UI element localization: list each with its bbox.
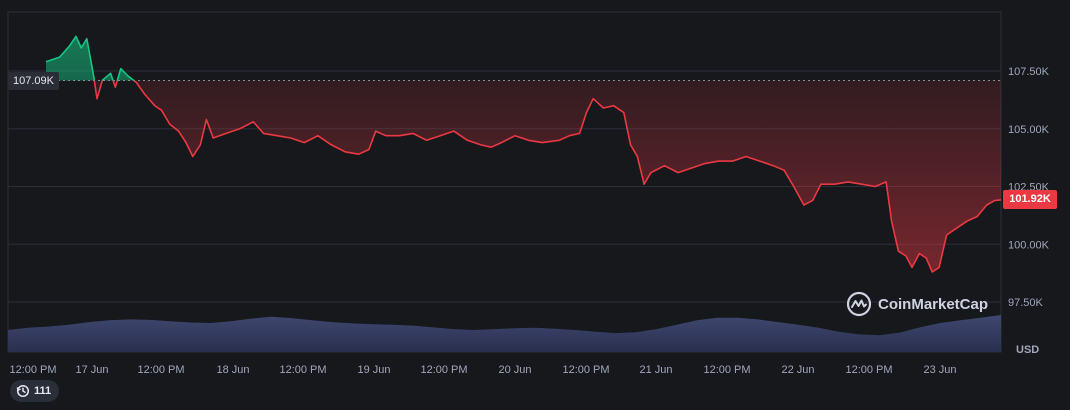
x-tick-label: 23 Jun	[923, 364, 956, 376]
coinmarketcap-logo-icon	[846, 291, 872, 317]
currency-label: USD	[1016, 344, 1040, 356]
x-tick-label: 19 Jun	[357, 364, 390, 376]
x-tick-label: 12:00 PM	[279, 364, 326, 376]
current-price-label: 101.92K	[1003, 190, 1057, 209]
x-tick-label: 20 Jun	[498, 364, 531, 376]
x-tick-label: 17 Jun	[75, 364, 108, 376]
x-tick-label: 21 Jun	[639, 364, 672, 376]
events-badge[interactable]: 111	[10, 380, 60, 402]
x-tick-label: 12:00 PM	[137, 364, 184, 376]
y-tick-label: 107.50K	[1008, 66, 1050, 78]
coinmarketcap-watermark: CoinMarketCap	[846, 291, 988, 317]
price-line-down	[93, 80, 1002, 273]
x-tick-label: 12:00 PM	[562, 364, 609, 376]
x-tick-label: 12:00 PM	[420, 364, 467, 376]
x-tick-label: 12:00 PM	[703, 364, 750, 376]
y-tick-label: 105.00K	[1008, 124, 1050, 136]
x-tick-label: 18 Jun	[216, 364, 249, 376]
x-tick-label: 12:00 PM	[845, 364, 892, 376]
history-icon	[16, 384, 30, 398]
y-tick-label: 97.50K	[1008, 297, 1044, 309]
y-tick-label: 100.00K	[1008, 239, 1050, 251]
events-count: 111	[34, 385, 52, 397]
reference-price-label: 107.09K	[8, 72, 59, 90]
volume-area	[8, 315, 1001, 352]
volume-area-shape	[8, 315, 1001, 352]
price-fill-down	[94, 80, 1001, 272]
watermark-text: CoinMarketCap	[878, 295, 989, 313]
x-tick-label: 22 Jun	[781, 364, 814, 376]
price-area-fill	[8, 36, 1001, 272]
price-line	[45, 35, 1002, 273]
x-tick-label: 12:00 PM	[9, 364, 56, 376]
